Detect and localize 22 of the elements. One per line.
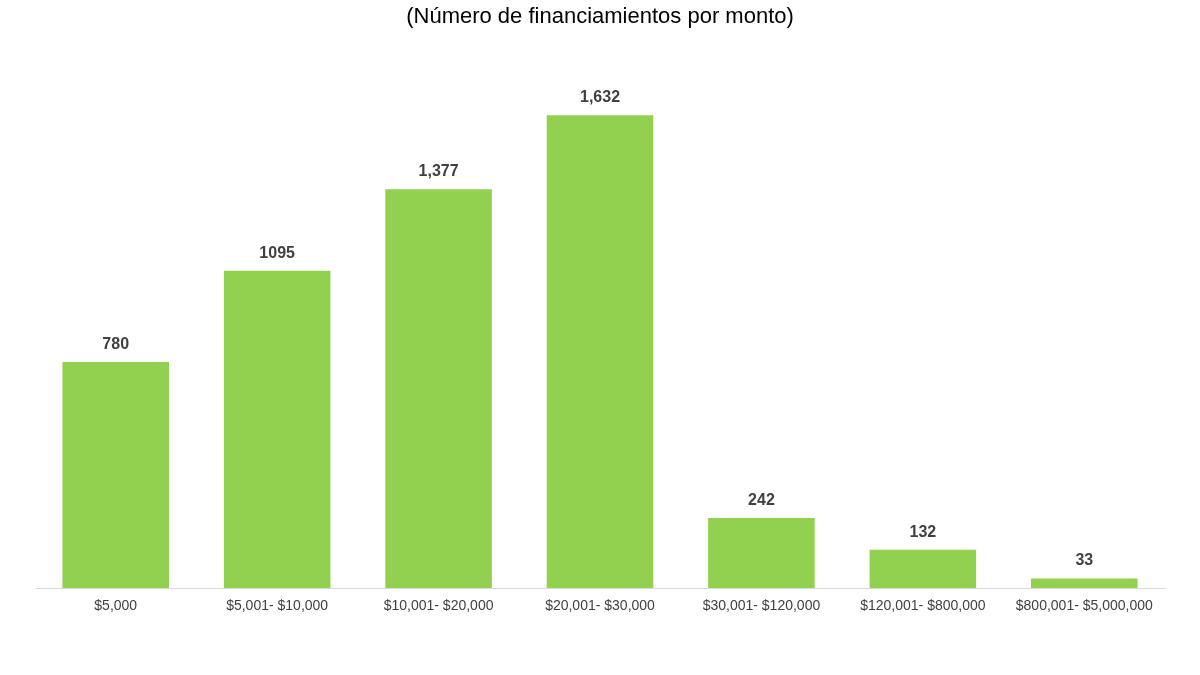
bar (385, 189, 492, 588)
bar (1031, 578, 1138, 588)
data-label: 1095 (259, 243, 296, 261)
data-label: 242 (748, 490, 775, 508)
data-label: 1,632 (579, 88, 621, 106)
bar (869, 549, 977, 588)
bar (708, 517, 815, 588)
x-tick-label: $800,001- $5,000,000 (1015, 596, 1153, 613)
data-label: 33 (1075, 551, 1094, 569)
x-tick-label: $5,001- $10,000 (226, 596, 329, 613)
x-tick-label: $20,001- $30,000 (545, 596, 656, 613)
x-tick-label: $10,001- $20,000 (383, 596, 494, 613)
x-tick-label: $5,000 (94, 596, 138, 613)
data-label: 780 (102, 335, 130, 353)
bar (223, 270, 331, 588)
data-label: 132 (909, 522, 937, 540)
x-tick-label: $120,001- $800,000 (860, 596, 986, 613)
data-label: 1,377 (418, 162, 459, 180)
bar (546, 115, 654, 588)
bar (62, 362, 169, 588)
chart-title: (Número de financiamientos por monto) (406, 3, 794, 28)
x-tick-label: $30,001- $120,000 (702, 596, 821, 613)
